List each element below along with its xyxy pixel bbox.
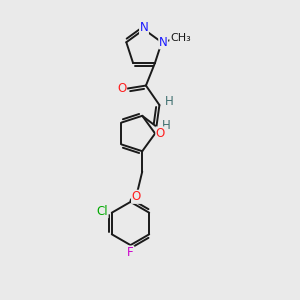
- Text: N: N: [140, 21, 148, 34]
- Text: CH₃: CH₃: [170, 33, 191, 43]
- Text: F: F: [127, 246, 134, 259]
- Text: H: H: [162, 118, 170, 132]
- Text: O: O: [132, 190, 141, 203]
- Text: H: H: [165, 95, 173, 108]
- Text: N: N: [159, 36, 168, 49]
- Text: O: O: [117, 82, 127, 95]
- Text: Cl: Cl: [96, 205, 108, 218]
- Text: O: O: [156, 127, 165, 140]
